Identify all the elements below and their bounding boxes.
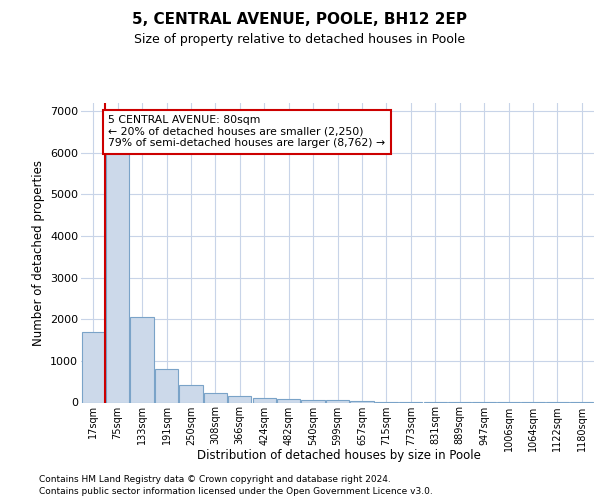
Bar — [301, 400, 325, 402]
Text: Distribution of detached houses by size in Poole: Distribution of detached houses by size … — [197, 448, 481, 462]
Text: Size of property relative to detached houses in Poole: Size of property relative to detached ho… — [134, 32, 466, 46]
Bar — [130, 317, 154, 402]
Bar — [204, 394, 227, 402]
Text: Contains HM Land Registry data © Crown copyright and database right 2024.: Contains HM Land Registry data © Crown c… — [39, 474, 391, 484]
Bar — [253, 398, 276, 402]
Text: 5 CENTRAL AVENUE: 80sqm
← 20% of detached houses are smaller (2,250)
79% of semi: 5 CENTRAL AVENUE: 80sqm ← 20% of detache… — [109, 115, 385, 148]
Text: 5, CENTRAL AVENUE, POOLE, BH12 2EP: 5, CENTRAL AVENUE, POOLE, BH12 2EP — [133, 12, 467, 28]
Bar — [155, 369, 178, 402]
Text: Contains public sector information licensed under the Open Government Licence v3: Contains public sector information licen… — [39, 486, 433, 496]
Bar — [82, 332, 105, 402]
Bar — [228, 396, 251, 402]
Bar — [277, 400, 300, 402]
Bar — [179, 384, 203, 402]
Bar — [106, 144, 129, 403]
Bar — [326, 400, 349, 402]
Y-axis label: Number of detached properties: Number of detached properties — [32, 160, 44, 346]
Bar — [350, 400, 374, 402]
